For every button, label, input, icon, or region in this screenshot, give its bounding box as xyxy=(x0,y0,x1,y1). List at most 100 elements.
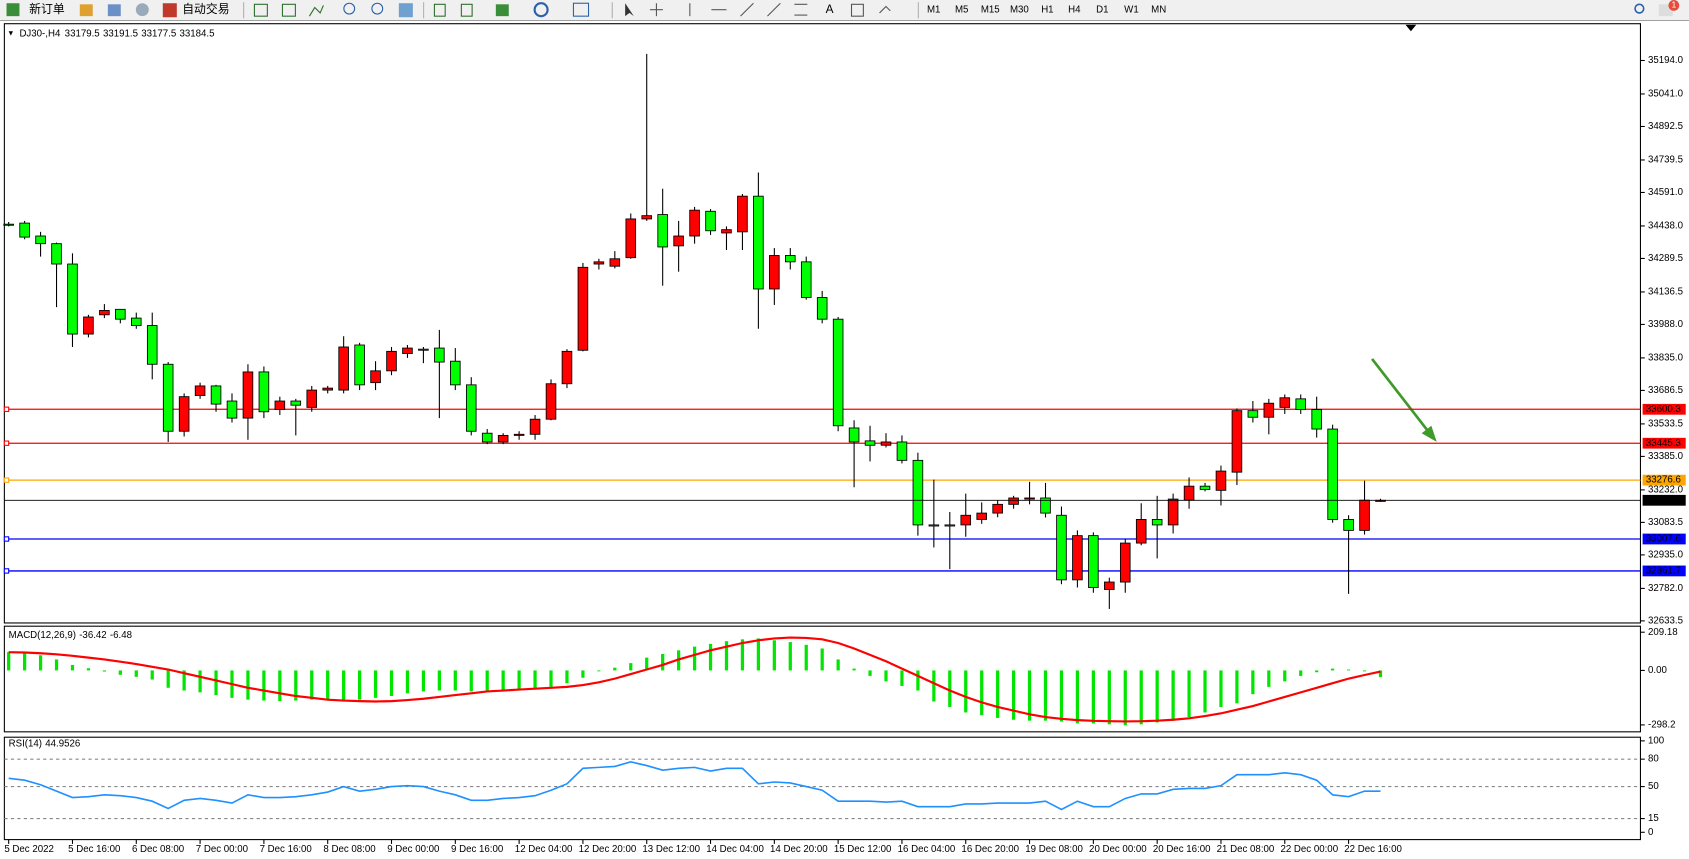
last-open: 33179.5 xyxy=(65,28,100,39)
candle-body xyxy=(1167,498,1179,526)
candle-body xyxy=(561,350,573,385)
candle-body xyxy=(258,371,270,413)
timeframe-button[interactable]: W1 xyxy=(1124,4,1139,15)
zoom-in-icon[interactable] xyxy=(343,2,356,15)
candle-body xyxy=(1104,581,1115,590)
candle-body xyxy=(338,346,349,391)
toolbar: 新订单 自动交易 A 1 xyxy=(0,0,1689,22)
macd-bar xyxy=(1187,670,1191,718)
periods-icon[interactable] xyxy=(533,2,549,18)
macd-bar xyxy=(1219,670,1223,707)
x-tick-label: 5 Dec 2022 xyxy=(4,844,54,855)
macd-bar xyxy=(1075,670,1080,724)
indicators-icon[interactable] xyxy=(495,4,509,17)
y-tick-label: 0.00 xyxy=(1648,665,1667,676)
candle-body xyxy=(1327,428,1338,520)
templates-icon[interactable] xyxy=(572,2,590,17)
macd-bar xyxy=(342,670,346,701)
y-tick-label: 33988.0 xyxy=(1648,319,1684,330)
signal-line xyxy=(8,636,1381,723)
candle-body xyxy=(481,432,493,443)
candle-body xyxy=(769,255,780,290)
zoom-out-icon[interactable] xyxy=(371,2,384,15)
macd-bar xyxy=(645,657,649,671)
auto-trading-button[interactable]: 自动交易 xyxy=(182,2,229,16)
y-tick-label: 32935.0 xyxy=(1648,549,1684,560)
candle-body xyxy=(194,385,206,396)
candle-body xyxy=(832,318,844,427)
x-tick-label: 8 Dec 08:00 xyxy=(323,844,376,855)
level-label: 33007.6 xyxy=(1646,534,1681,545)
new-order-icon[interactable] xyxy=(6,3,20,17)
search-icon[interactable] xyxy=(1634,3,1645,14)
tool-icon[interactable] xyxy=(107,4,121,17)
macd-bar xyxy=(836,659,840,671)
macd-bar xyxy=(613,667,617,671)
candle-body xyxy=(513,433,525,436)
trendline-icon[interactable] xyxy=(740,2,754,17)
y-tick-label: 15 xyxy=(1648,813,1659,824)
tile-icon[interactable] xyxy=(398,3,413,18)
candle-body xyxy=(800,261,812,298)
text-tool[interactable]: A xyxy=(826,2,834,16)
arrows-tool[interactable] xyxy=(879,5,891,14)
y-tick-label: 34136.5 xyxy=(1648,286,1683,297)
label-tool[interactable] xyxy=(850,3,864,17)
candle-body xyxy=(896,441,908,461)
rsi-title: RSI(14) xyxy=(9,738,42,749)
macd-bar xyxy=(70,664,75,671)
level-handle xyxy=(3,568,10,574)
candle-chart-icon[interactable] xyxy=(281,3,296,17)
timeframe-button[interactable]: MN xyxy=(1151,4,1166,15)
x-tick-label: 22 Dec 16:00 xyxy=(1344,844,1402,855)
x-tick-label: 6 Dec 08:00 xyxy=(132,844,185,855)
chart-header: DJ30-,H4 33179.5 33191.5 33177.5 33184.5 xyxy=(19,28,214,39)
candle-body xyxy=(1359,499,1370,531)
candle-body xyxy=(115,308,126,320)
y-tick-label: 32633.5 xyxy=(1648,615,1683,626)
auto-trading-icon[interactable] xyxy=(162,3,177,18)
y-tick-label: 33385.0 xyxy=(1648,451,1684,462)
level-label: 33600.3 xyxy=(1646,404,1681,415)
tool-icon[interactable] xyxy=(79,4,93,17)
messages-icon[interactable] xyxy=(1658,4,1673,17)
timeframe-button[interactable]: H1 xyxy=(1041,4,1053,15)
candle-body xyxy=(1263,402,1275,418)
macd-bar xyxy=(1346,669,1351,671)
tool-icon[interactable] xyxy=(135,3,149,17)
last-close: 33184.5 xyxy=(179,28,214,39)
candle-body xyxy=(657,214,668,248)
x-tick-label: 22 Dec 00:00 xyxy=(1280,844,1338,855)
rsi-header: RSI(14) 44.9526 xyxy=(9,738,81,749)
bar-chart-icon[interactable] xyxy=(253,3,268,17)
x-tick-label: 20 Dec 16:00 xyxy=(1153,844,1211,855)
timeframe-button[interactable]: M5 xyxy=(955,4,968,15)
line-chart-icon[interactable] xyxy=(308,5,324,17)
new-order-button[interactable]: 新订单 xyxy=(29,2,65,16)
candle-body xyxy=(1247,410,1259,418)
rsi-panel-frame xyxy=(3,736,1641,841)
timeframe-button[interactable]: H4 xyxy=(1068,4,1081,15)
candle-body xyxy=(450,360,461,386)
macd-bar xyxy=(134,670,138,677)
x-tick-label: 14 Dec 20:00 xyxy=(770,844,828,855)
scroll-icon[interactable] xyxy=(433,3,446,17)
macd-bar xyxy=(549,670,553,687)
shift-icon[interactable] xyxy=(460,3,473,17)
timeframe-button[interactable]: D1 xyxy=(1096,4,1108,15)
x-tick-label: 9 Dec 16:00 xyxy=(451,844,504,855)
x-tick-label: 21 Dec 08:00 xyxy=(1217,844,1275,855)
rsi-value: 44.9526 xyxy=(45,738,80,749)
candle-body xyxy=(162,363,174,432)
channel-icon[interactable] xyxy=(767,2,781,17)
y-tick-label: 34892.5 xyxy=(1648,121,1683,132)
candle-body xyxy=(465,384,477,432)
timeframe-button[interactable]: M1 xyxy=(927,4,940,15)
candle-body xyxy=(880,441,892,446)
macd-bar xyxy=(1059,670,1064,722)
timeframe-button[interactable]: M15 xyxy=(981,4,1000,15)
macd-bar xyxy=(86,668,91,671)
timeframe-button[interactable]: M30 xyxy=(1010,4,1029,15)
